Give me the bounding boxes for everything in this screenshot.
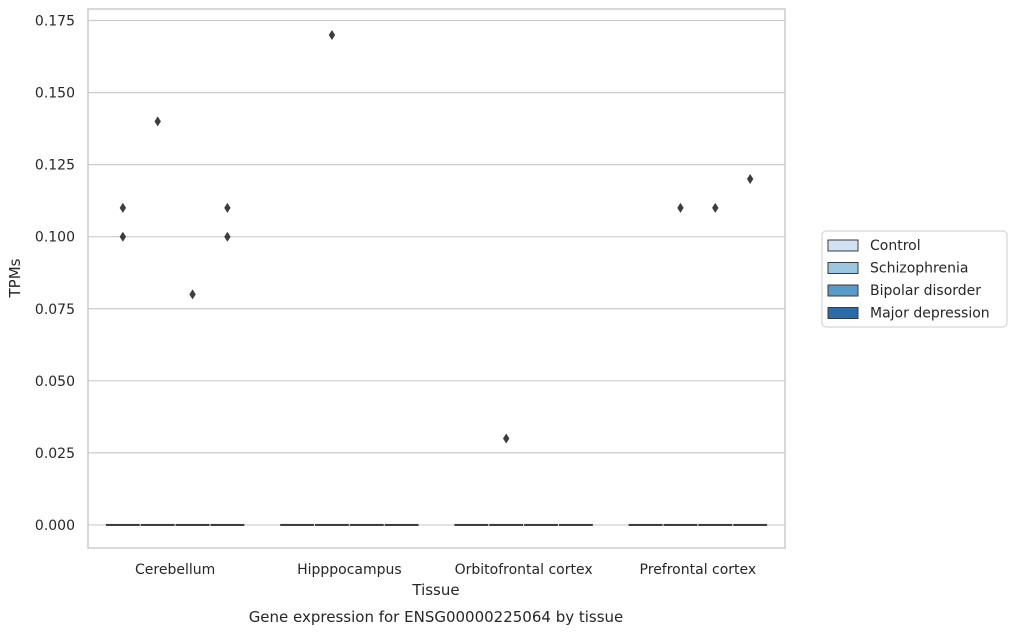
y-gridlines: [88, 19, 785, 526]
legend-swatch: [827, 307, 859, 319]
y-tick-label: 0.075: [35, 302, 75, 318]
outlier-point: [503, 433, 510, 444]
outlier-point: [224, 231, 231, 242]
x-tick-label: Hipppocampus: [297, 562, 402, 578]
y-tick-label: 0.000: [35, 518, 75, 534]
legend-label: Bipolar disorder: [870, 283, 981, 299]
legend-swatch: [827, 262, 859, 274]
outlier-point: [119, 202, 127, 213]
outlier-point: [119, 231, 127, 242]
legend-label: Major depression: [870, 306, 990, 322]
legend-swatch: [827, 239, 859, 252]
chart-title: Gene expression for ENSG00000225064 by t…: [249, 608, 624, 626]
plot-area-frame: [87, 8, 786, 549]
outlier-point: [328, 29, 336, 40]
x-tick-label: Cerebellum: [135, 562, 215, 578]
legend-label: Control: [870, 238, 921, 254]
y-tick-label: 0.025: [35, 446, 75, 462]
outlier-point: [712, 202, 719, 213]
outlier-points: [119, 29, 754, 444]
x-tick-label: Orbitofrontal cortex: [455, 562, 593, 578]
legend-swatch: [827, 284, 859, 297]
legend-box: [821, 230, 1008, 328]
y-tick-labels: 0.000 0.025 0.050 0.075 0.100 0.125 0.150 0.175: [35, 14, 75, 534]
outlier-point: [189, 289, 196, 300]
y-tick-label: 0.125: [35, 158, 75, 174]
y-tick-label: 0.050: [35, 374, 75, 390]
outlier-point: [677, 202, 684, 213]
box-marks: [105, 523, 768, 526]
y-axis-title: TPMs: [6, 258, 24, 298]
y-tick-label: 0.100: [35, 230, 75, 246]
y-tick-label: 0.150: [35, 86, 75, 102]
legend-label: Schizophrenia: [870, 261, 968, 277]
outlier-point: [154, 116, 161, 127]
x-axis-title: Tissue: [411, 581, 459, 599]
x-tick-label: Prefrontal cortex: [640, 562, 757, 578]
legend: Control Schizophrenia Bipolar disorder Majo…: [821, 230, 1008, 328]
x-tick-labels: Cerebellum Hipppocampus Orbitofrontal cort…: [135, 562, 756, 578]
y-tick-label: 0.175: [35, 14, 75, 30]
outlier-point: [224, 202, 231, 213]
outlier-point: [746, 174, 754, 185]
